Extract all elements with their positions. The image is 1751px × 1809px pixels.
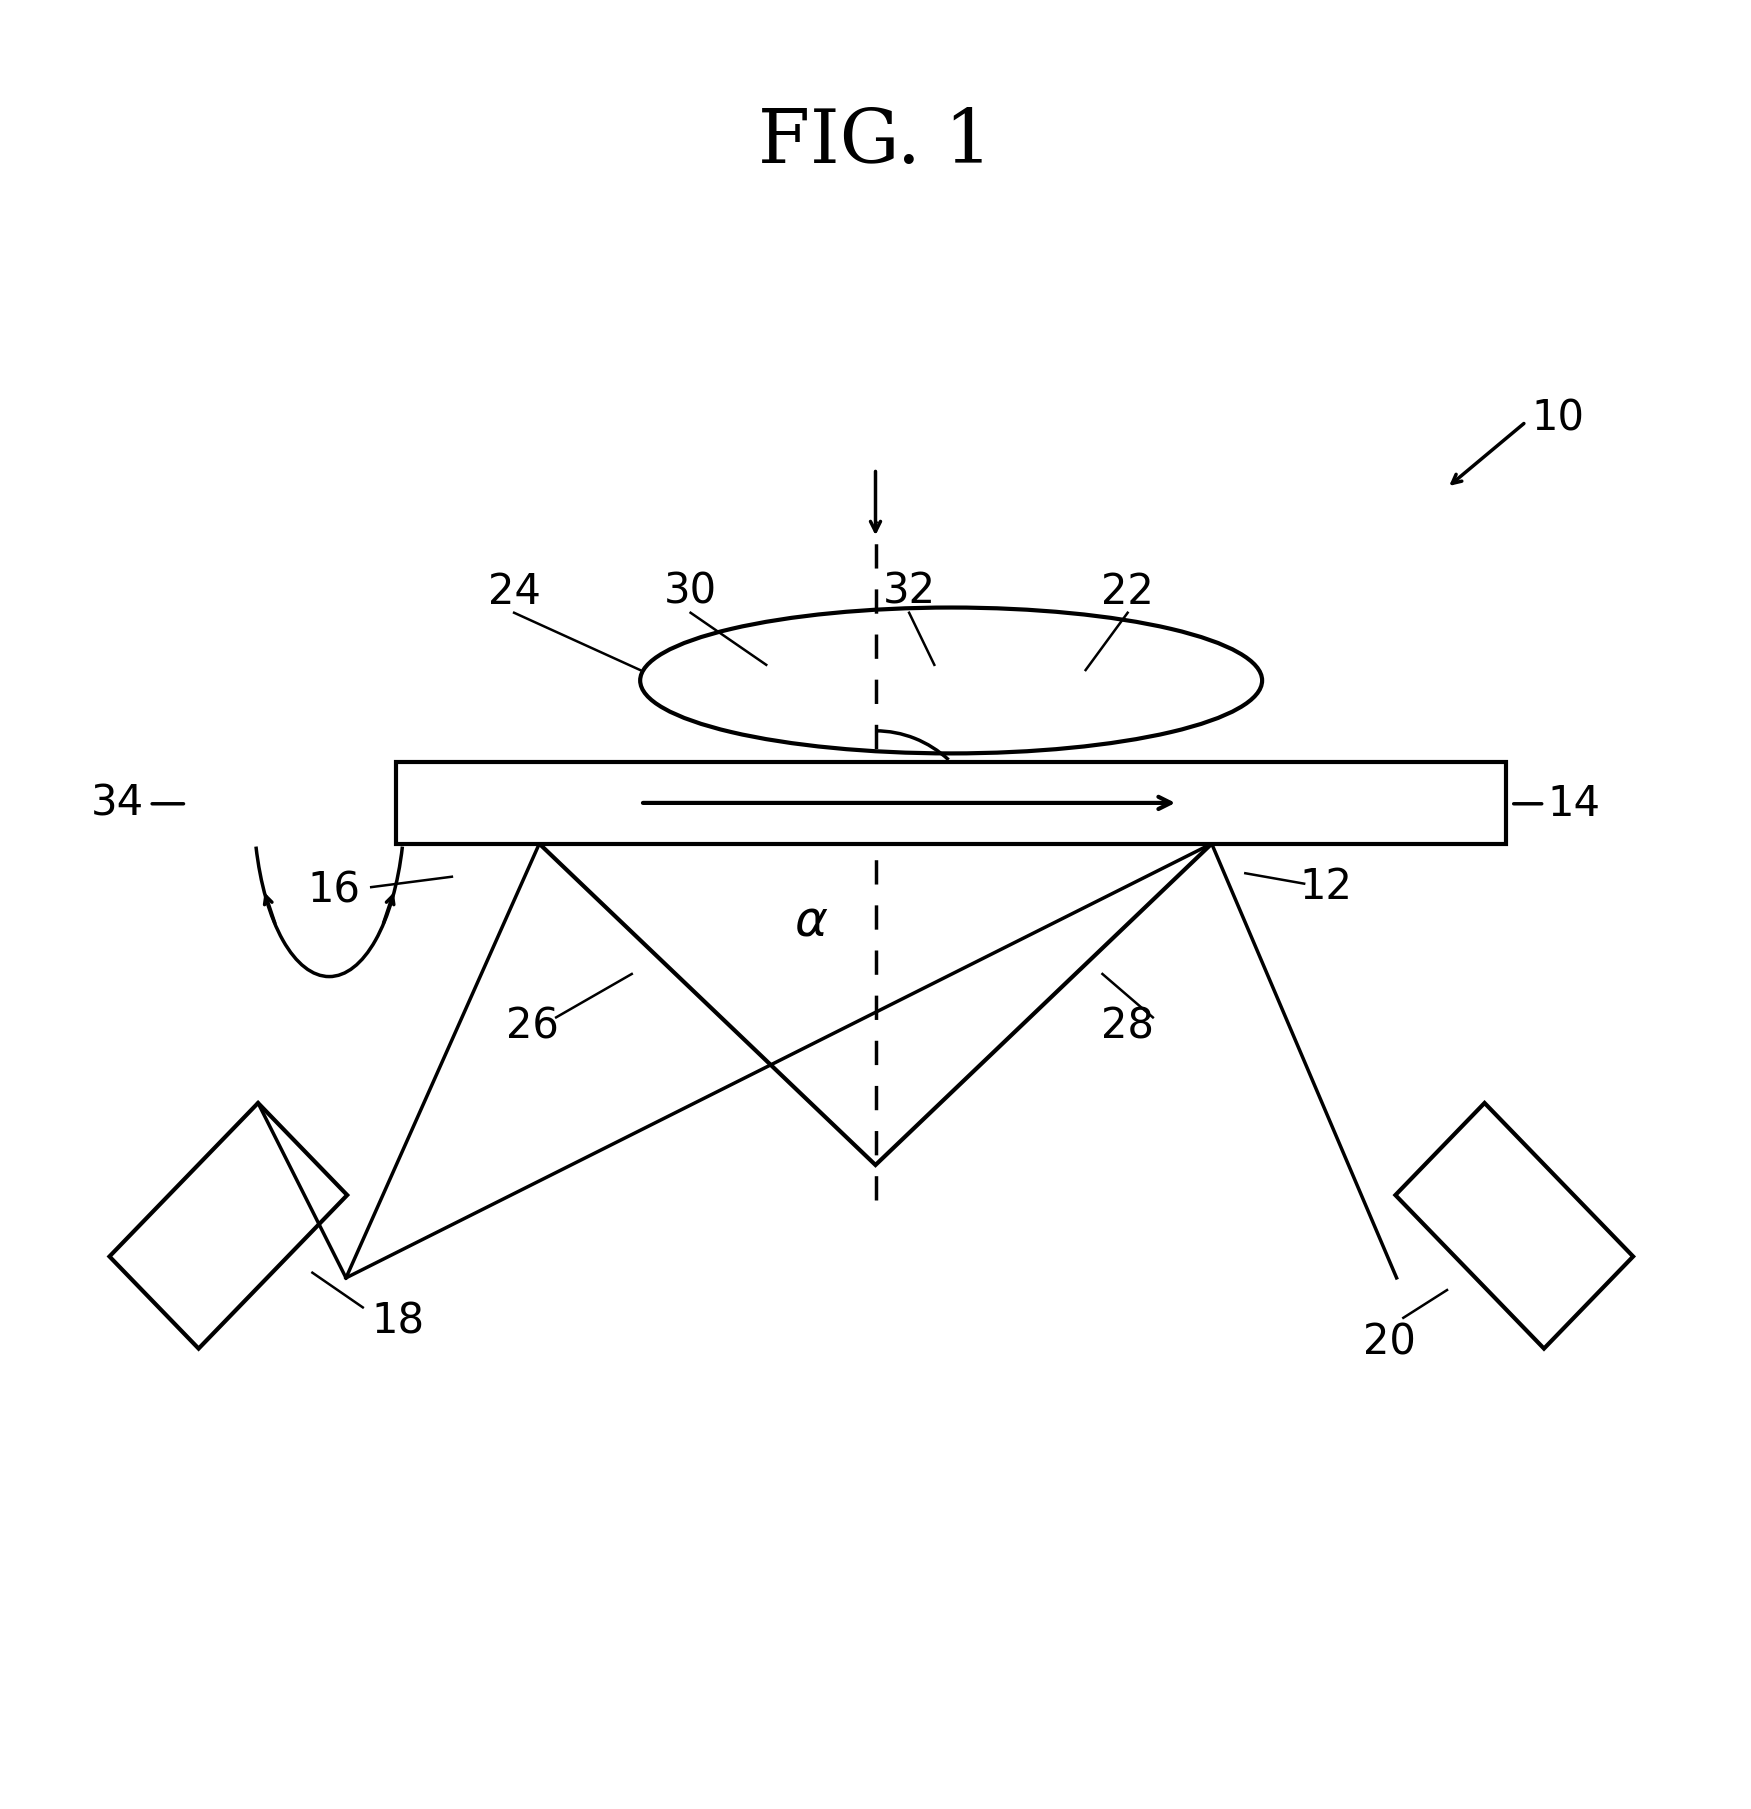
Text: $\alpha$: $\alpha$ xyxy=(795,897,828,946)
Text: 28: 28 xyxy=(1101,1006,1154,1047)
Text: 34: 34 xyxy=(91,783,144,825)
Text: 12: 12 xyxy=(1299,867,1352,908)
Text: 26: 26 xyxy=(506,1006,559,1047)
Text: 14: 14 xyxy=(1548,783,1600,825)
Bar xyxy=(396,762,1506,843)
Text: 24: 24 xyxy=(489,572,541,613)
Text: 10: 10 xyxy=(1530,398,1585,440)
Text: 30: 30 xyxy=(664,572,718,613)
Text: 32: 32 xyxy=(883,572,935,613)
Text: 16: 16 xyxy=(308,870,361,912)
Text: 18: 18 xyxy=(371,1301,424,1342)
Text: FIG. 1: FIG. 1 xyxy=(758,105,993,179)
Text: 20: 20 xyxy=(1362,1321,1417,1364)
Text: 22: 22 xyxy=(1101,572,1154,613)
